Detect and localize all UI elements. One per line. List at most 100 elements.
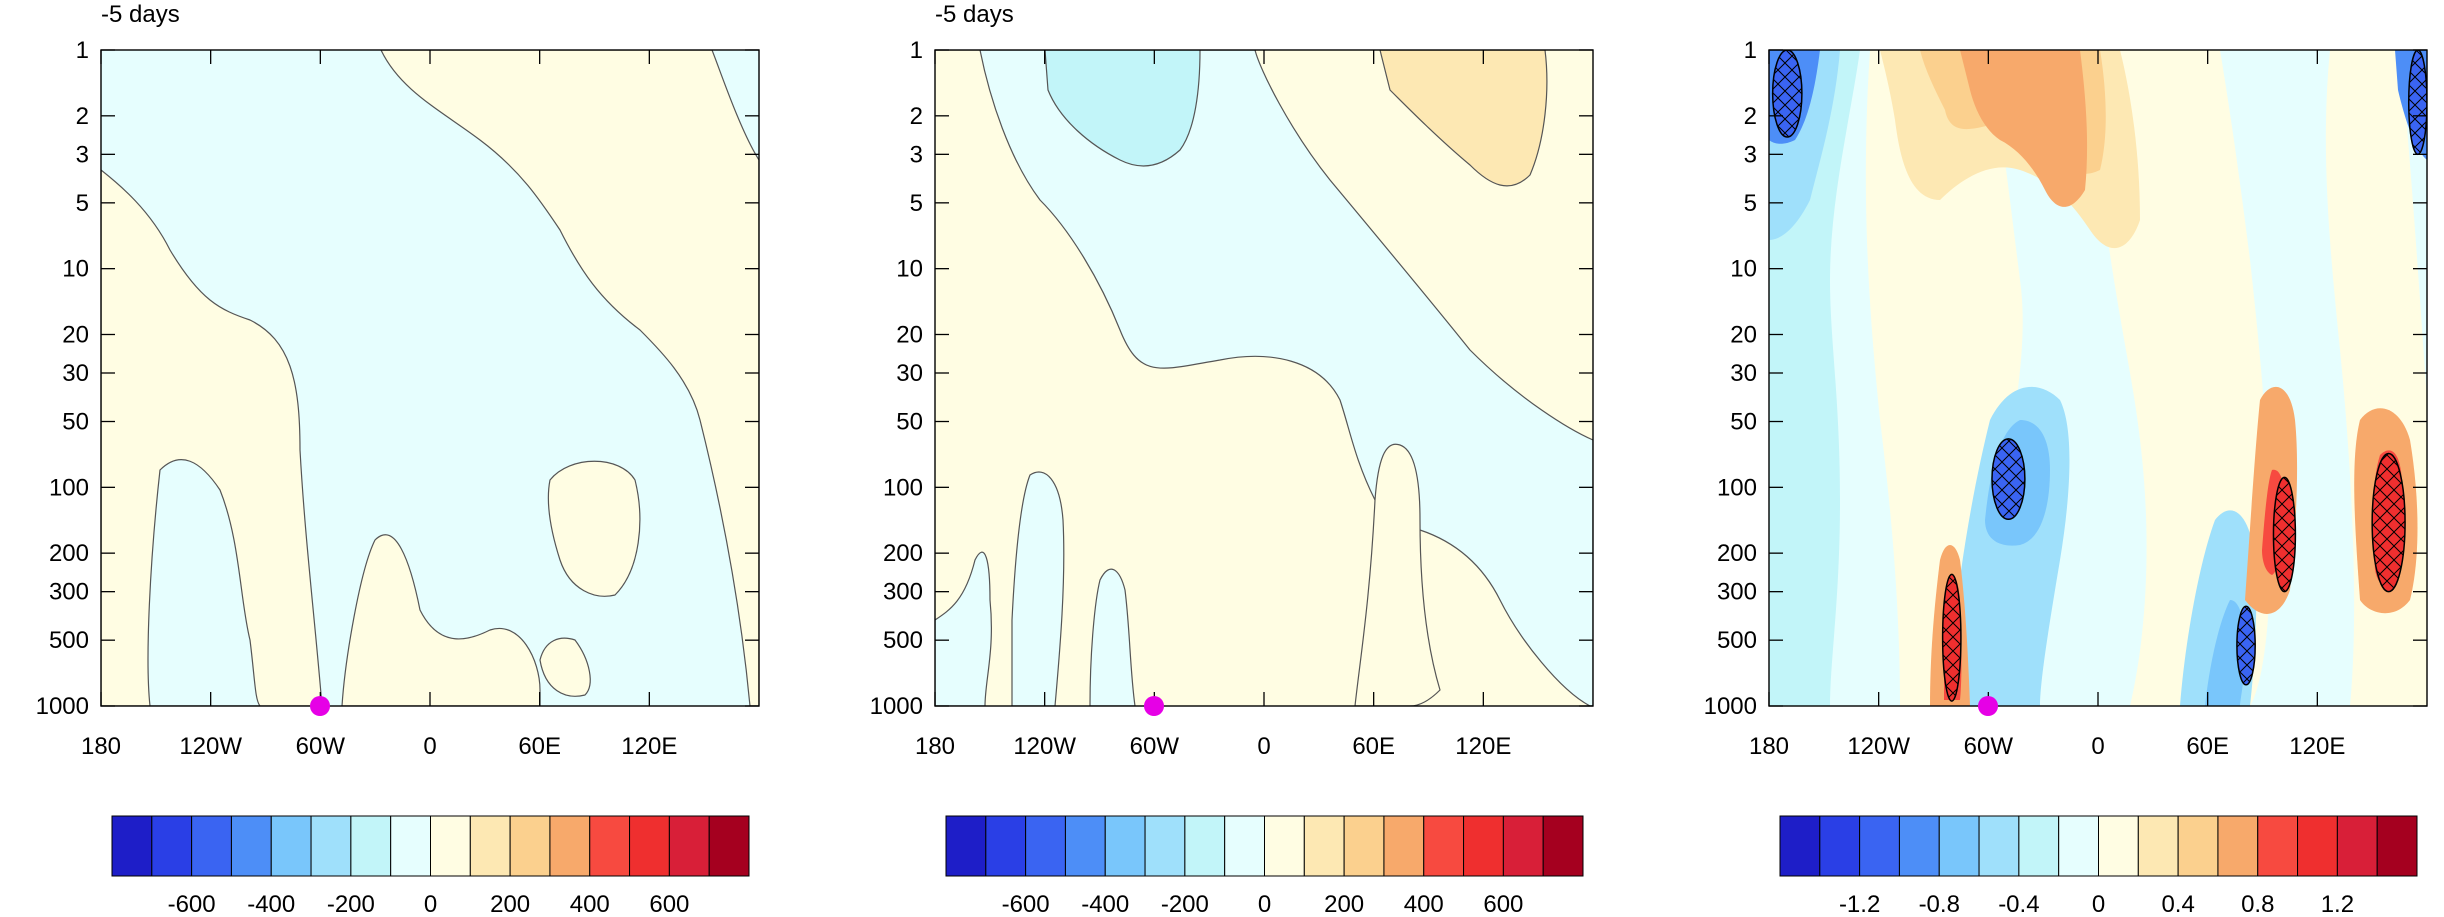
colorbar-swatch bbox=[230, 815, 272, 877]
colorbar-swatch bbox=[1144, 815, 1186, 877]
significant-region-hatch bbox=[1771, 50, 1803, 138]
y-tick-label: 100 bbox=[1717, 474, 1757, 501]
panel-2-positive-top-cell bbox=[1379, 50, 1548, 187]
colorbar-tick-label: 0 bbox=[2092, 891, 2105, 917]
x-tick-label: 60W bbox=[1964, 733, 2014, 760]
y-tick-label: 1000 bbox=[870, 693, 923, 720]
colorbar-swatch bbox=[430, 815, 471, 877]
panel-2-positive-column bbox=[1354, 443, 1441, 706]
colorbar-tick-label: -1.2 bbox=[1839, 891, 1880, 917]
y-tick-label: 500 bbox=[49, 627, 89, 654]
x-tick-label: 60E bbox=[1352, 733, 1395, 760]
colorbar-tick-label: 0 bbox=[424, 891, 437, 917]
y-tick-label: 50 bbox=[1730, 409, 1757, 436]
panel-1-positive-region-east bbox=[380, 50, 759, 706]
x-tick-label: 120E bbox=[2289, 733, 2345, 760]
colorbar-swatch bbox=[1819, 815, 1861, 877]
significant-region-hatch bbox=[2371, 452, 2406, 593]
x-tick-label: 60E bbox=[2186, 733, 2229, 760]
colorbar-swatch bbox=[1343, 815, 1385, 877]
colorbar-tick-label: -400 bbox=[1081, 891, 1129, 917]
panel-1-field bbox=[101, 50, 759, 706]
y-tick-label: 3 bbox=[910, 141, 923, 168]
x-tick-label: 120E bbox=[621, 733, 677, 760]
colorbar-swatch bbox=[2257, 815, 2299, 877]
colorbar-swatch bbox=[1224, 815, 1265, 877]
x-tick-label: 120W bbox=[1847, 733, 1910, 760]
panel-2-title: -5 days bbox=[935, 1, 1014, 28]
colorbar-swatch bbox=[549, 815, 591, 877]
colorbar-swatch bbox=[111, 815, 153, 877]
y-tick-label: 3 bbox=[76, 141, 89, 168]
colorbar-swatch bbox=[1383, 815, 1425, 877]
y-tick-label: 1 bbox=[910, 37, 923, 64]
colorbar-tick-label: -0.4 bbox=[1998, 891, 2039, 917]
panel-2-negative-column-2 bbox=[1011, 471, 1065, 706]
panel-2-negative-column-1 bbox=[935, 551, 992, 706]
x-tick-label: 0 bbox=[423, 733, 436, 760]
x-tick-label: 0 bbox=[2091, 733, 2104, 760]
y-tick-label: 10 bbox=[1730, 256, 1757, 283]
colorbar-swatch bbox=[668, 815, 710, 877]
panel-3-positive-strong-core bbox=[1960, 50, 2088, 207]
y-tick-label: 50 bbox=[896, 409, 923, 436]
colorbar-swatch bbox=[469, 815, 511, 877]
colorbar-swatch bbox=[2177, 815, 2219, 877]
panel-2-event-marker bbox=[1144, 696, 1164, 716]
x-tick-label: 180 bbox=[1749, 733, 1789, 760]
panel-3-y-axis: 1 2 3 5 10 20 30 50 100 200 300 500 1000 bbox=[1704, 37, 2427, 720]
x-tick-label: 180 bbox=[81, 733, 121, 760]
x-tick-label: 120W bbox=[1013, 733, 1076, 760]
colorbar-swatch bbox=[1859, 815, 1900, 877]
x-tick-label: 60W bbox=[1130, 733, 1180, 760]
colorbar-swatch bbox=[1779, 815, 1821, 877]
panel-1-positive-cell bbox=[547, 460, 641, 597]
colorbar-tick-label: -600 bbox=[168, 891, 216, 917]
colorbar-tick-label: 0.8 bbox=[2241, 891, 2274, 917]
panel-1-negative-region-lower bbox=[147, 459, 261, 706]
colorbar-tick-label: 0.4 bbox=[2161, 891, 2194, 917]
colorbar-tick-label: 1.2 bbox=[2321, 891, 2354, 917]
colorbar-swatch bbox=[945, 815, 987, 877]
y-tick-label: 200 bbox=[1717, 540, 1757, 567]
colorbar-swatch bbox=[1898, 815, 1940, 877]
panel-2-field bbox=[935, 50, 1593, 706]
colorbar-tick-label: -600 bbox=[1002, 891, 1050, 917]
panel-1-title: -5 days bbox=[101, 1, 180, 28]
colorbar-swatch bbox=[2217, 815, 2259, 877]
colorbar-tick-label: 200 bbox=[490, 891, 530, 917]
colorbar-tick-label: 200 bbox=[1324, 891, 1364, 917]
panel-1-x-axis: 180 120W 60W 0 60E 120E bbox=[81, 50, 677, 760]
y-tick-label: 5 bbox=[910, 190, 923, 217]
panel-1-event-marker bbox=[310, 696, 330, 716]
y-tick-label: 100 bbox=[49, 474, 89, 501]
panel-3-field bbox=[1769, 50, 2427, 706]
colorbar-swatch bbox=[2098, 815, 2139, 877]
y-tick-label: 1 bbox=[1744, 37, 1757, 64]
significant-region-hatch bbox=[1991, 438, 2026, 521]
x-tick-label: 120E bbox=[1455, 733, 1511, 760]
colorbar-swatch bbox=[1502, 815, 1544, 877]
x-tick-label: 120W bbox=[179, 733, 242, 760]
panel-2-y-axis: 1 2 3 5 10 20 30 50 100 200 300 500 1000 bbox=[870, 37, 1593, 720]
colorbar-swatch bbox=[1542, 815, 1584, 877]
colorbar-swatch bbox=[270, 815, 312, 877]
colorbar-swatch bbox=[390, 815, 431, 877]
y-tick-label: 100 bbox=[883, 474, 923, 501]
panel-3-x-axis: 180 120W 60W 0 60E 120E bbox=[1749, 50, 2345, 760]
colorbar-tick-label: -400 bbox=[247, 891, 295, 917]
colorbar-swatch bbox=[151, 815, 193, 877]
y-tick-label: 10 bbox=[62, 256, 89, 283]
y-tick-label: 20 bbox=[896, 321, 923, 348]
x-tick-label: 60W bbox=[296, 733, 346, 760]
colorbar-tick-label: 600 bbox=[1483, 891, 1523, 917]
colorbar-swatch bbox=[191, 815, 232, 877]
panel-1-y-axis: 1 2 3 5 10 20 30 50 100 200 300 500 1000 bbox=[36, 37, 759, 720]
y-tick-label: 20 bbox=[62, 321, 89, 348]
panel-1-positive-region-bottom bbox=[341, 534, 541, 706]
y-tick-label: 30 bbox=[62, 360, 89, 387]
colorbar-2: -600 -400 -200 0 200 400 600 bbox=[945, 815, 1584, 917]
panel-2: -5 days 1 2 3 5 10 20 30 50 100 200 300 500 1000 180… bbox=[870, 1, 1594, 760]
significant-region-hatch bbox=[2272, 476, 2297, 593]
